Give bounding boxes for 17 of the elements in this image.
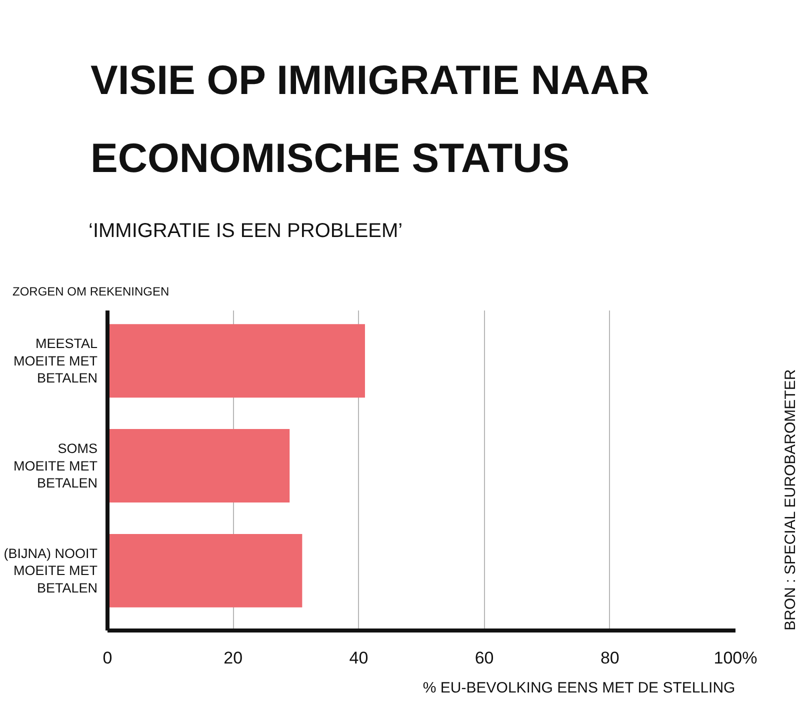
x-tick-label: 0 xyxy=(102,648,112,668)
y-tick-label: (BIJNA) NOOIT MOEITE MET BETALEN xyxy=(4,546,98,596)
x-tick-label: 100% xyxy=(714,648,758,668)
chart-subtitle: ‘IMMIGRATIE IS EEN PROBLEEM’ xyxy=(88,220,403,242)
text: BRON : SPECIAL EUROBAROMETER xyxy=(782,369,799,630)
y-tick-label: SOMS MOEITE MET BETALEN xyxy=(14,441,98,491)
bar xyxy=(108,534,302,608)
x-tick-label: 80 xyxy=(600,648,620,668)
y-axis-title: ZORGEN OM REKENINGEN xyxy=(12,284,170,298)
x-axis-title: % EU-BEVOLKING EENS MET DE STELLING xyxy=(422,680,736,696)
y-tick-label: MEESTAL MOEITE MET BETALEN xyxy=(14,336,98,386)
x-tick-label: 40 xyxy=(349,648,368,668)
x-tick-label: 20 xyxy=(224,648,243,668)
chart-title: VISIE OP IMMIGRATIE NAAR ECONOMISCHE STATUS xyxy=(90,56,650,181)
bar xyxy=(108,429,290,502)
bar xyxy=(108,324,365,398)
x-tick-label: 60 xyxy=(474,648,494,668)
